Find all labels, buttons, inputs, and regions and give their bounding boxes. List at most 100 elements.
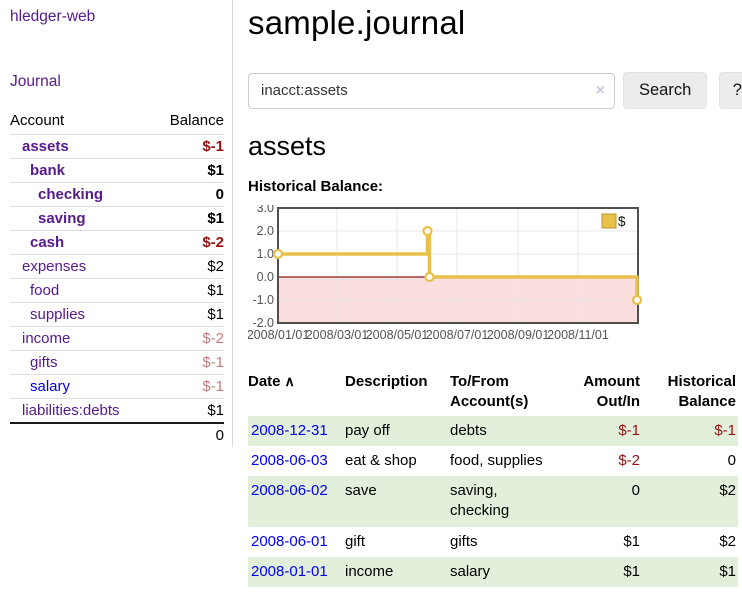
account-link-liabilities-debts[interactable]: liabilities:debts xyxy=(22,402,120,419)
account-row: assets $-1 xyxy=(10,134,224,159)
transaction-date-link[interactable]: 2008-01-01 xyxy=(251,562,328,580)
account-balance: $-1 xyxy=(153,350,224,375)
register-header-to-from: To/From Account(s) xyxy=(450,373,529,411)
account-link-assets[interactable]: assets xyxy=(22,138,69,155)
account-balance: $1 xyxy=(153,302,224,327)
account-row: expenses $2 xyxy=(10,254,224,279)
transaction-balance: 0 xyxy=(727,451,736,469)
register-header-historical: Historical Balance xyxy=(667,373,736,411)
search-bar: × Search ? xyxy=(248,72,742,109)
transaction-date-link[interactable]: 2008-06-01 xyxy=(251,532,328,550)
account-link-checking[interactable]: checking xyxy=(38,186,104,203)
account-row: income $-2 xyxy=(10,326,224,351)
account-row: food $1 xyxy=(10,278,224,303)
page-title: sample.journal xyxy=(248,4,466,41)
transaction-date-link[interactable]: 2008-06-02 xyxy=(251,482,328,499)
register-header-description: Description xyxy=(345,373,428,390)
register-table: Date ∧ Description To/From Account(s) Amount O… xyxy=(248,369,738,587)
transaction-amount: $1 xyxy=(560,556,642,587)
account-balance: $1 xyxy=(153,158,224,183)
account-balance: 0 xyxy=(153,182,224,207)
app-title: hledger-web xyxy=(10,8,224,26)
transaction-date-link[interactable]: 2008-06-03 xyxy=(251,451,328,469)
register-row: 2008-12-31 pay off debts $-1 $-1 xyxy=(248,415,738,446)
svg-text:-1.0: -1.0 xyxy=(252,293,274,307)
sort-ascending-icon: ∧ xyxy=(284,373,295,389)
transaction-balance: $2 xyxy=(642,476,738,527)
svg-text:2008/11/01: 2008/11/01 xyxy=(547,328,609,342)
account-link-saving[interactable]: saving xyxy=(38,210,86,227)
register-header-amount: Amount Out/In xyxy=(583,373,640,411)
transaction-description: save xyxy=(345,476,450,527)
clear-search-icon[interactable]: × xyxy=(595,81,605,99)
accounts-total-spacer xyxy=(10,422,154,447)
svg-text:-2.0: -2.0 xyxy=(252,316,274,330)
accounts-header-account: Account xyxy=(10,112,65,129)
transaction-description: eat & shop xyxy=(345,451,417,469)
account-row: gifts $-1 xyxy=(10,350,224,375)
register-row: 2008-06-02 save saving, checking 0 $2 xyxy=(248,476,738,527)
svg-text:1.0: 1.0 xyxy=(257,247,274,261)
register-row: 2008-01-01 income salary $1 $1 xyxy=(248,556,738,587)
account-link-income[interactable]: income xyxy=(22,330,71,347)
chart-label: Historical Balance: xyxy=(248,178,384,195)
journal-nav: Journal xyxy=(10,73,224,91)
account-row: cash $-2 xyxy=(10,230,224,255)
account-row: saving $1 xyxy=(10,206,224,231)
search-button[interactable]: Search xyxy=(623,72,708,109)
svg-text:2008/01/01: 2008/01/01 xyxy=(248,328,309,342)
svg-text:2.0: 2.0 xyxy=(257,224,274,238)
svg-text:3.0: 3.0 xyxy=(257,205,274,215)
account-row: liabilities:debts $1 xyxy=(10,398,224,423)
svg-text:2008/09/01: 2008/09/01 xyxy=(487,328,550,342)
account-link-salary[interactable]: salary xyxy=(30,378,71,395)
account-balance: $-2 xyxy=(153,230,224,255)
account-balance: $-1 xyxy=(153,134,224,159)
accounts-total-value: 0 xyxy=(153,422,224,447)
accounts-header-balance: Balance xyxy=(169,112,224,129)
svg-text:2008/05/01: 2008/05/01 xyxy=(366,328,429,342)
account-link-cash[interactable]: cash xyxy=(30,234,65,251)
accounts-total-row: 0 xyxy=(10,422,224,447)
transaction-accounts: debts xyxy=(450,415,560,446)
transaction-accounts: saving, checking xyxy=(450,476,560,527)
transaction-amount: $-2 xyxy=(618,451,640,469)
transaction-date-link[interactable]: 2008-12-31 xyxy=(251,421,328,439)
account-balance: $1 xyxy=(153,398,224,423)
sidebar: hledger-web Journal Account Balance asse… xyxy=(0,0,233,447)
account-balance: $-1 xyxy=(153,374,224,399)
svg-text:0.0: 0.0 xyxy=(257,270,274,284)
account-row: checking 0 xyxy=(10,182,224,207)
account-link-expenses[interactable]: expenses xyxy=(22,258,87,275)
transaction-accounts: salary xyxy=(450,556,560,587)
register-header-date[interactable]: Date ∧ xyxy=(248,373,295,390)
svg-text:$: $ xyxy=(618,214,626,229)
register-row: 2008-06-03 eat & shop food, supplies $-2 0 xyxy=(248,446,738,476)
account-heading: assets xyxy=(248,131,327,161)
transaction-amount: 0 xyxy=(560,476,642,527)
chart-legend: $ xyxy=(601,213,626,229)
accounts-table: Account Balance assets $-1 bank $1 checking 0… xyxy=(10,108,224,447)
journal-link[interactable]: Journal xyxy=(10,73,61,90)
historical-balance-chart[interactable]: 3.0 2.0 1.0 0.0 -1.0 -2.0 2008/01/01 2008/03/01… xyxy=(247,201,742,353)
search-input-wrap: × xyxy=(248,72,615,109)
transaction-balance: $1 xyxy=(642,556,738,587)
account-link-bank[interactable]: bank xyxy=(30,162,66,179)
account-link-gifts[interactable]: gifts xyxy=(30,354,58,371)
main-content: sample.journal × Search ? assets Histori… xyxy=(233,0,742,607)
search-input[interactable] xyxy=(248,72,615,109)
transaction-description: pay off xyxy=(345,415,450,446)
transaction-amount: $-1 xyxy=(560,415,642,446)
account-row: salary $-1 xyxy=(10,374,224,399)
app-title-link[interactable]: hledger-web xyxy=(10,8,96,25)
transaction-amount: $1 xyxy=(623,532,640,550)
account-link-food[interactable]: food xyxy=(30,282,60,299)
transaction-balance: $-1 xyxy=(642,415,738,446)
help-button[interactable]: ? xyxy=(719,72,742,109)
svg-text:2008/03/01: 2008/03/01 xyxy=(306,328,369,342)
account-balance: $1 xyxy=(153,206,224,231)
account-row: supplies $1 xyxy=(10,302,224,327)
transaction-description: income xyxy=(345,556,450,587)
account-link-supplies[interactable]: supplies xyxy=(30,306,86,323)
